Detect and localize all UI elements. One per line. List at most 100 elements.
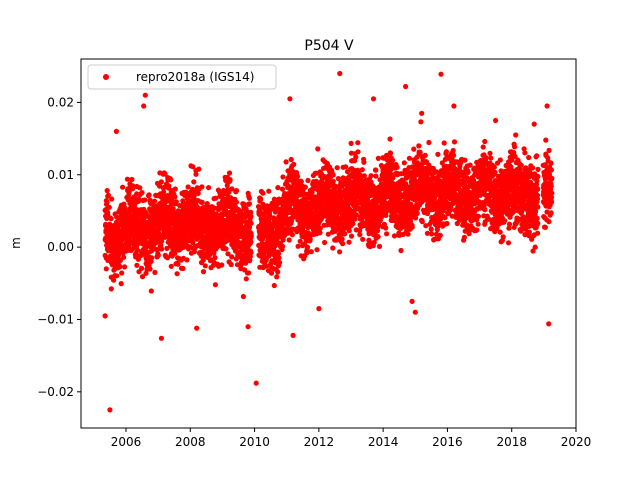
y-tick-label: 0.01 [47, 168, 74, 182]
data-point [152, 198, 158, 204]
data-point [245, 324, 251, 330]
data-point [158, 179, 164, 185]
data-point [348, 140, 354, 146]
data-point [493, 117, 499, 124]
data-point [202, 263, 208, 269]
legend: repro2018a (IGS14) [87, 64, 277, 90]
data-point [141, 103, 147, 109]
data-point [390, 157, 396, 163]
data-point [487, 150, 493, 156]
x-tick-label: 2012 [304, 435, 335, 449]
data-point [242, 214, 249, 220]
data-point [548, 167, 555, 173]
y-tick-label: 0.00 [47, 240, 74, 254]
data-point [513, 132, 519, 138]
data-point [117, 264, 123, 270]
data-point [373, 173, 379, 179]
data-point [511, 144, 518, 150]
data-point [213, 195, 219, 201]
data-point [546, 219, 552, 225]
data-point [360, 236, 366, 242]
data-point [482, 138, 488, 145]
data-point [280, 237, 286, 243]
data-point [488, 155, 494, 161]
data-point [159, 246, 165, 252]
data-point [451, 103, 457, 109]
data-point [361, 173, 367, 179]
data-point [275, 185, 281, 191]
data-point [534, 178, 540, 184]
data-point [224, 238, 230, 244]
data-point [483, 155, 489, 161]
data-point [546, 321, 552, 327]
data-point [246, 224, 253, 230]
data-point [497, 157, 503, 163]
data-point [373, 167, 379, 173]
data-point [118, 281, 124, 287]
data-point [532, 244, 538, 250]
data-point [204, 201, 210, 207]
data-point [172, 186, 178, 192]
data-point [268, 270, 275, 276]
data-point [147, 266, 153, 272]
data-point [248, 209, 254, 215]
data-point [119, 270, 125, 276]
data-point [246, 270, 252, 276]
data-point [229, 186, 235, 192]
data-point [200, 257, 206, 263]
data-point [451, 152, 457, 158]
data-point [343, 164, 349, 170]
data-point [465, 169, 471, 175]
data-point [435, 151, 441, 157]
x-tick-label: 2006 [111, 435, 142, 449]
data-point [266, 188, 272, 194]
data-point [330, 245, 336, 251]
data-point [535, 230, 541, 236]
data-point [383, 225, 389, 231]
chart-title: P504 V [304, 38, 354, 54]
data-point [518, 162, 524, 168]
data-point [451, 139, 458, 145]
data-point [166, 183, 172, 189]
data-point [505, 240, 512, 246]
data-point [535, 220, 541, 227]
data-point [375, 155, 381, 161]
data-point [534, 215, 540, 221]
data-point [429, 231, 435, 237]
data-point [334, 165, 340, 171]
data-point [228, 261, 234, 268]
x-tick-label: 2016 [432, 435, 463, 449]
data-point [526, 229, 532, 235]
data-point [409, 298, 415, 304]
data-point [152, 269, 158, 275]
data-point [175, 261, 181, 267]
data-point [394, 164, 400, 170]
data-point [444, 220, 450, 227]
data-point [104, 199, 110, 205]
data-point [548, 183, 554, 189]
data-point [121, 201, 127, 207]
data-point [120, 184, 126, 190]
data-point [195, 190, 201, 196]
data-point [534, 153, 540, 159]
data-point [248, 220, 254, 226]
data-point [246, 201, 252, 207]
data-point [419, 110, 425, 116]
data-point [534, 192, 541, 198]
data-point [348, 233, 355, 239]
data-point [500, 234, 506, 240]
data-point [474, 227, 480, 233]
data-point [531, 121, 537, 127]
data-point [180, 201, 187, 207]
data-point [233, 199, 239, 205]
data-point [295, 173, 301, 179]
data-point [426, 139, 432, 146]
data-point [370, 96, 377, 102]
data-point [337, 70, 343, 77]
data-point [533, 208, 539, 215]
data-point [438, 71, 444, 77]
legend-marker [103, 74, 109, 80]
data-point [548, 210, 554, 216]
data-point [428, 226, 434, 232]
data-point [549, 175, 555, 181]
